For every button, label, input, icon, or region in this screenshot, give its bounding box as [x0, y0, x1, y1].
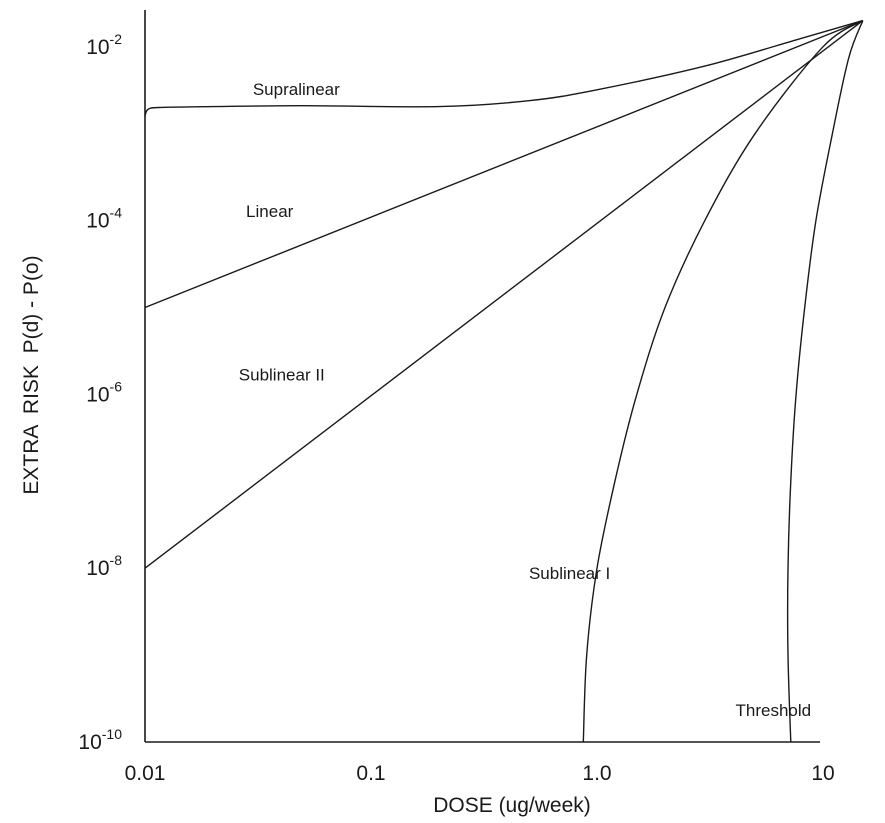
x-axis-label: DOSE (ug/week)	[433, 794, 591, 817]
y-tick-exponent: -2	[110, 31, 123, 47]
y-tick-exponent: -10	[102, 726, 122, 742]
curve-label-supralinear: Supralinear	[253, 80, 340, 99]
y-tick-label: 10-2	[86, 31, 122, 59]
y-tick-label: 10-10	[78, 726, 122, 754]
curve-labels: Supralinear Linear Sublinear II Sublinear I…	[239, 80, 811, 720]
curve-sublinear-ii	[144, 20, 864, 569]
y-tick-base: 10	[78, 731, 101, 754]
y-tick-base: 10	[86, 210, 109, 233]
axes	[144, 10, 820, 743]
y-tick-base: 10	[86, 383, 109, 406]
curve-threshold	[786, 20, 864, 743]
curve-label-sublinear-i: Sublinear I	[529, 564, 610, 583]
y-tick-base: 10	[86, 557, 109, 580]
y-tick-label: 10-6	[86, 378, 122, 406]
curve-label-linear: Linear	[246, 202, 294, 221]
curve-label-threshold: Threshold	[735, 701, 811, 720]
y-tick-label: 10-4	[86, 205, 122, 233]
curve-sublinear-i	[582, 20, 864, 743]
y-tick-exponent: -8	[110, 552, 123, 568]
x-tick-label: 0.01	[125, 762, 166, 785]
curves	[144, 19, 864, 743]
y-tick-base: 10	[86, 36, 109, 59]
y-tick-exponent: -6	[110, 378, 123, 394]
curve-supralinear	[144, 19, 863, 117]
y-axis-label: EXTRA RISK P(d) - P(o)	[20, 255, 43, 494]
x-tick-label: 1.0	[582, 762, 611, 785]
curve-label-sublinear-ii: Sublinear II	[239, 365, 325, 384]
y-tick-label: 10-8	[86, 552, 122, 580]
x-tick-label: 10	[811, 762, 834, 785]
curve-linear	[144, 19, 864, 309]
x-tick-label: 0.1	[356, 762, 385, 785]
y-tick-exponent: -4	[110, 205, 123, 221]
